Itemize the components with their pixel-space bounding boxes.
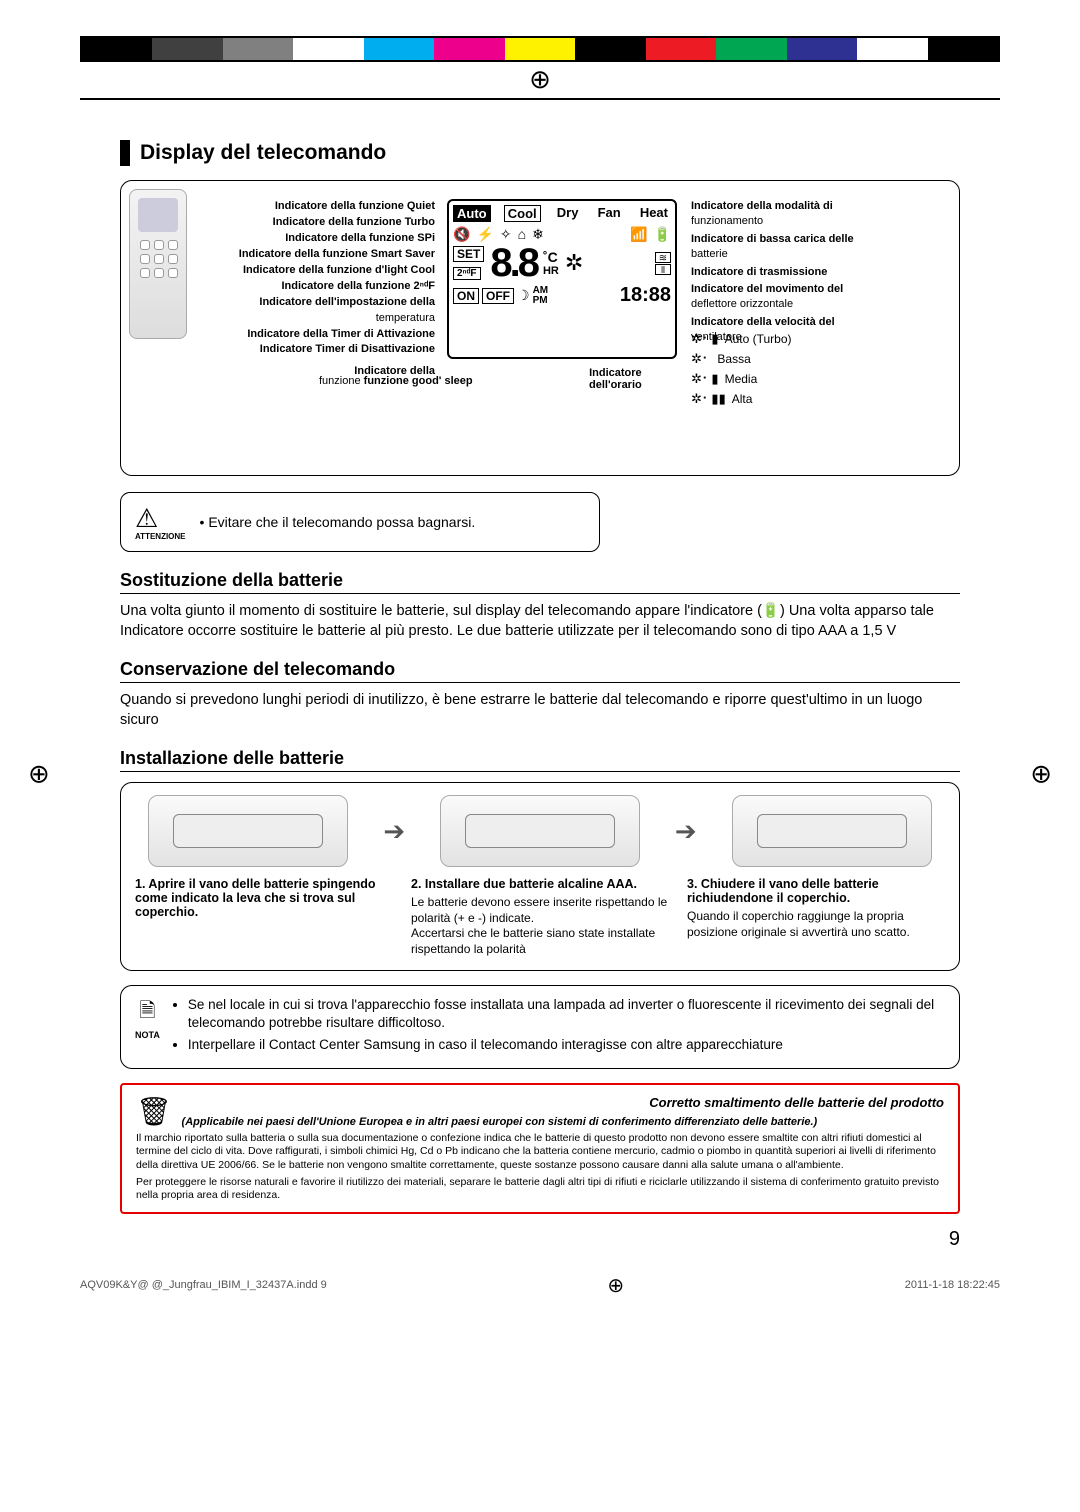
disposal-subtitle: (Applicabile nei paesi dell'Unione Europ… <box>136 1116 944 1128</box>
note-list: Se nel locale in cui si trova l'apparecc… <box>174 996 945 1059</box>
right-indicator-labels: Indicatore della modalità difunzionament… <box>691 199 921 348</box>
note-item: Se nel locale in cui si trova l'apparecc… <box>188 996 945 1032</box>
remote-storage-heading: Conservazione del telecomando <box>120 659 960 680</box>
battery-low-icon: 🔋 <box>654 226 671 243</box>
footer-timestamp: 2011-1-18 18:22:45 <box>905 1279 1000 1291</box>
mode-auto: Auto <box>453 205 491 222</box>
clock-display: 18:88 <box>620 284 671 307</box>
note-box: 🗎 NOTA Se nel locale in cui si trova l'a… <box>120 985 960 1070</box>
battery-step3-image <box>732 795 932 867</box>
set-indicator: SET <box>453 246 484 262</box>
page-number: 9 <box>120 1228 960 1251</box>
fan-high-icon: ✲⠂▮▮ <box>691 389 726 409</box>
battery-replacement-text: Una volta giunto il momento di sostituir… <box>120 602 960 641</box>
pm-indicator: PM <box>533 296 549 306</box>
temperature-display: 8.8 <box>490 247 537 279</box>
hr-indicator: HR <box>543 265 559 277</box>
battery-step-3: 3. Chiudere il vano delle batterie richi… <box>687 877 945 957</box>
note-item: Interpellare il Contact Center Samsung i… <box>188 1036 945 1054</box>
battery-step-1: 1. Aprire il vano delle batterie spingen… <box>135 877 393 957</box>
battery-replacement-heading: Sostituzione della batterie <box>120 570 960 591</box>
fan-icon: ✲ <box>565 250 583 276</box>
temp-unit: ˚C <box>543 249 558 265</box>
swing2-icon: ⫴ <box>655 264 671 275</box>
top-rule <box>80 98 1000 100</box>
on-indicator: ON <box>453 288 479 304</box>
battery-step2-image <box>440 795 640 867</box>
battery-install-heading: Installazione delle batterie <box>120 748 960 769</box>
quiet-icon: 🔇 <box>453 226 470 243</box>
mode-heat: Heat <box>637 205 671 222</box>
warning-icon: ⚠ <box>135 503 186 534</box>
weee-bin-icon: 🗑 <box>136 1095 172 1128</box>
battery-step1-image <box>148 795 348 867</box>
footer-filename: AQV09K&Y@ @_Jungfrau_IBIM_I_32437A.indd … <box>80 1279 327 1291</box>
battery-step-2: 2. Installare due batterie alcaline AAA.… <box>411 877 669 957</box>
disposal-text-1: Il marchio riportato sulla batteria o su… <box>136 1132 944 1171</box>
remote-storage-text: Quando si prevedono lunghi periodi di in… <box>120 691 960 730</box>
caution-text: Evitare che il telecomando possa bagnars… <box>208 514 475 530</box>
arrow-icon: ➔ <box>383 816 405 847</box>
registration-mark-left-icon: ⊕ <box>28 759 50 790</box>
mode-cool: Cool <box>504 205 541 222</box>
good-sleep-label: funzione funzione good' sleep <box>319 375 473 387</box>
registration-mark-bottom-icon: ⊕ <box>607 1273 624 1298</box>
off-indicator: OFF <box>482 288 514 304</box>
remote-display-diagram: Indicatore della funzione Quiet Indicato… <box>120 180 960 476</box>
disposal-title: Corretto smaltimento delle batterie del … <box>136 1095 944 1110</box>
fan-low-icon: ✲⠂ <box>691 349 711 369</box>
note-icon: 🗎 <box>135 996 160 1030</box>
second-f-indicator: 2ⁿᵈF <box>453 267 481 280</box>
section-display-title: Display del telecomando <box>140 141 386 165</box>
arrow-icon: ➔ <box>675 816 697 847</box>
lcd-screen: Auto Cool Dry Fan Heat 🔇 ⚡ ✧ ⌂ ❄ 📶 🔋 SET… <box>447 199 677 359</box>
moon-icon: ☽ <box>517 287 530 304</box>
am-indicator: AM <box>533 286 549 296</box>
signal-icon: 📶 <box>630 226 647 243</box>
section-display-heading: Display del telecomando <box>120 140 960 166</box>
battery-install-box: ➔ ➔ 1. Aprire il vano delle batterie spi… <box>120 782 960 970</box>
mode-dry: Dry <box>554 205 582 222</box>
fan-med-icon: ✲⠂▮ <box>691 369 719 389</box>
time-indicator-label: Indicatoredell'orario <box>589 367 642 391</box>
footer: AQV09K&Y@ @_Jungfrau_IBIM_I_32437A.indd … <box>80 1273 1000 1298</box>
fan-auto-icon: ✲⠂▮ <box>691 329 719 349</box>
page-content: ITALIANO Display del telecomando Indicat… <box>120 140 960 1251</box>
registration-mark-right-icon: ⊕ <box>1030 759 1052 790</box>
lcd-icon-row: 🔇 ⚡ ✧ ⌂ ❄ 📶 🔋 <box>453 226 671 243</box>
remote-illustration <box>129 189 187 339</box>
caution-label: ATTENZIONE <box>135 532 186 541</box>
disposal-box: 🗑 Corretto smaltimento delle batterie de… <box>120 1083 960 1214</box>
swing-icon: ≋ <box>655 252 671 263</box>
note-label: NOTA <box>135 1030 160 1040</box>
color-calibration-bar <box>80 36 1000 62</box>
mode-fan: Fan <box>595 205 624 222</box>
fan-speed-legend: ✲⠂▮Auto (Turbo) ✲⠂Bassa ✲⠂▮Media ✲⠂▮▮Alt… <box>691 329 792 410</box>
registration-mark-top-icon: ⊕ <box>529 64 551 95</box>
left-indicator-labels: Indicatore della funzione Quiet Indicato… <box>201 199 435 380</box>
caution-box: ⚠ ATTENZIONE • Evitare che il telecomand… <box>120 492 600 552</box>
disposal-text-2: Per proteggere le risorse naturali e fav… <box>136 1176 944 1202</box>
